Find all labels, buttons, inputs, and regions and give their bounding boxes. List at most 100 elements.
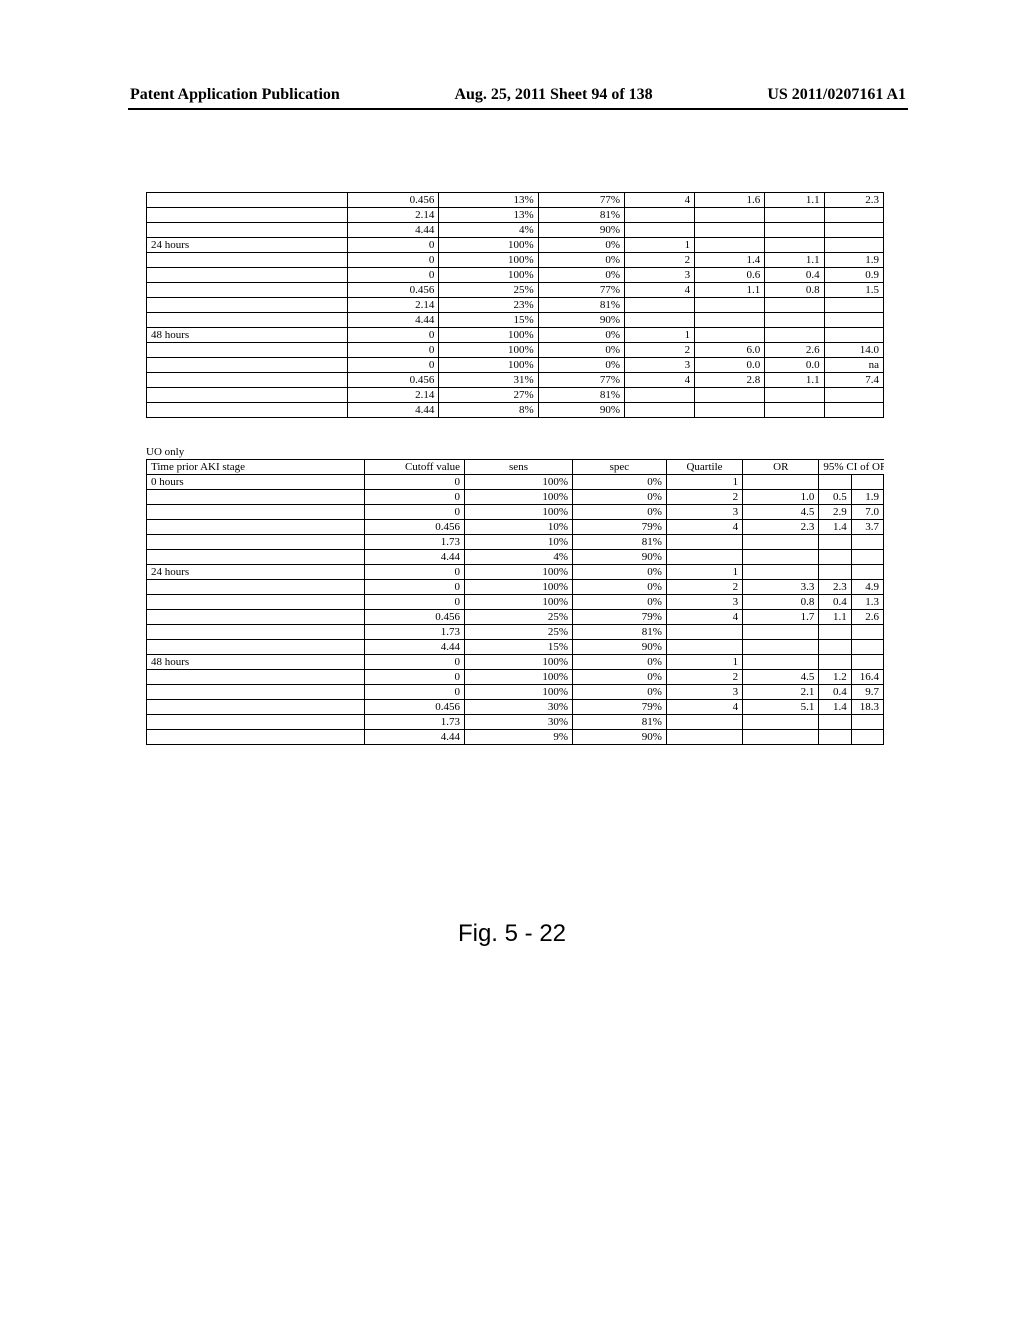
- cell: 48 hours: [147, 328, 348, 343]
- table-row: 0.45630%79%45.11.418.3: [147, 700, 884, 715]
- cell: 18.3: [851, 700, 883, 715]
- cell: 2.9: [819, 505, 851, 520]
- table-row: 0100%0%26.02.614.0: [147, 343, 884, 358]
- cell: [819, 475, 851, 490]
- cell: 1.2: [819, 670, 851, 685]
- cell: 100%: [465, 565, 573, 580]
- col-ci: 95% CI of OR: [819, 460, 884, 475]
- cell: 2.1: [743, 685, 819, 700]
- cell: 100%: [439, 238, 538, 253]
- cell: [743, 655, 819, 670]
- cell: [666, 730, 742, 745]
- cell: 27%: [439, 388, 538, 403]
- cell: 24 hours: [147, 238, 348, 253]
- cell: [819, 730, 851, 745]
- cell: 4.5: [743, 670, 819, 685]
- col-cutoff: Cutoff value: [365, 460, 465, 475]
- cell: 4%: [439, 223, 538, 238]
- cell: [824, 403, 883, 418]
- cell: 0.8: [765, 283, 824, 298]
- cell: 4: [666, 610, 742, 625]
- table-header-row: Time prior AKI stage Cutoff value sens s…: [147, 460, 884, 475]
- table-row: 4.448%90%: [147, 403, 884, 418]
- cell: 25%: [465, 625, 573, 640]
- cell: 0: [347, 268, 439, 283]
- cell: 3: [666, 685, 742, 700]
- header-rule: [128, 108, 908, 110]
- cell: [851, 475, 883, 490]
- cell: [824, 223, 883, 238]
- cell: 2.14: [347, 298, 439, 313]
- cell: 0: [347, 343, 439, 358]
- cell: 4: [625, 193, 695, 208]
- table-row: 4.444%90%: [147, 550, 884, 565]
- table-row: 0100%0%30.60.40.9: [147, 268, 884, 283]
- cell: 0%: [572, 655, 666, 670]
- cell: 90%: [572, 550, 666, 565]
- cell: 1.3: [851, 595, 883, 610]
- cell: 0: [365, 580, 465, 595]
- cell: 100%: [465, 475, 573, 490]
- header-right: US 2011/0207161 A1: [767, 86, 906, 104]
- cell: 48 hours: [147, 655, 365, 670]
- cell: [765, 403, 824, 418]
- cell: [147, 535, 365, 550]
- cell: 1.4: [819, 700, 851, 715]
- cell: 0: [365, 505, 465, 520]
- cell: 4.44: [347, 313, 439, 328]
- cell: 81%: [572, 715, 666, 730]
- cell: 81%: [572, 535, 666, 550]
- col-sens: sens: [465, 460, 573, 475]
- cell: [147, 640, 365, 655]
- cell: 100%: [465, 580, 573, 595]
- cell: 0.456: [347, 373, 439, 388]
- cell: [824, 238, 883, 253]
- cell: 15%: [439, 313, 538, 328]
- cell: [147, 253, 348, 268]
- cell: 0.456: [365, 610, 465, 625]
- cell: [743, 535, 819, 550]
- cell: [147, 595, 365, 610]
- cell: 0: [365, 490, 465, 505]
- table-row: 24 hours0100%0%1: [147, 238, 884, 253]
- cell: 79%: [572, 610, 666, 625]
- cell: 100%: [439, 358, 538, 373]
- cell: 100%: [465, 595, 573, 610]
- cell: 0%: [572, 580, 666, 595]
- cell: 77%: [538, 283, 624, 298]
- cell: na: [824, 358, 883, 373]
- cell: 4: [625, 283, 695, 298]
- cell: [147, 283, 348, 298]
- cell: [147, 490, 365, 505]
- cell: [147, 715, 365, 730]
- table-row: 0100%0%30.00.0na: [147, 358, 884, 373]
- cell: [695, 208, 765, 223]
- cell: 2.6: [765, 343, 824, 358]
- cell: 0: [347, 253, 439, 268]
- cell: [819, 535, 851, 550]
- cell: [147, 580, 365, 595]
- figure-caption: Fig. 5 - 22: [0, 920, 1024, 948]
- cell: 0%: [538, 343, 624, 358]
- cell: [147, 343, 348, 358]
- cell: 90%: [538, 313, 624, 328]
- table-row: 4.4415%90%: [147, 640, 884, 655]
- cell: 1.1: [765, 373, 824, 388]
- cell: 0%: [572, 565, 666, 580]
- data-table-2: Time prior AKI stage Cutoff value sens s…: [146, 459, 884, 745]
- table-row: 4.444%90%: [147, 223, 884, 238]
- cell: 0.456: [365, 520, 465, 535]
- cell: 2.3: [819, 580, 851, 595]
- cell: 2.14: [347, 208, 439, 223]
- cell: 4%: [465, 550, 573, 565]
- cell: 90%: [572, 640, 666, 655]
- cell: [147, 268, 348, 283]
- table-row: 0100%0%32.10.49.7: [147, 685, 884, 700]
- cell: 100%: [465, 685, 573, 700]
- cell: 81%: [572, 625, 666, 640]
- cell: 0.8: [743, 595, 819, 610]
- table-row: 0100%0%30.80.41.3: [147, 595, 884, 610]
- cell: 100%: [465, 505, 573, 520]
- cell: 6.0: [695, 343, 765, 358]
- cell: 3: [625, 358, 695, 373]
